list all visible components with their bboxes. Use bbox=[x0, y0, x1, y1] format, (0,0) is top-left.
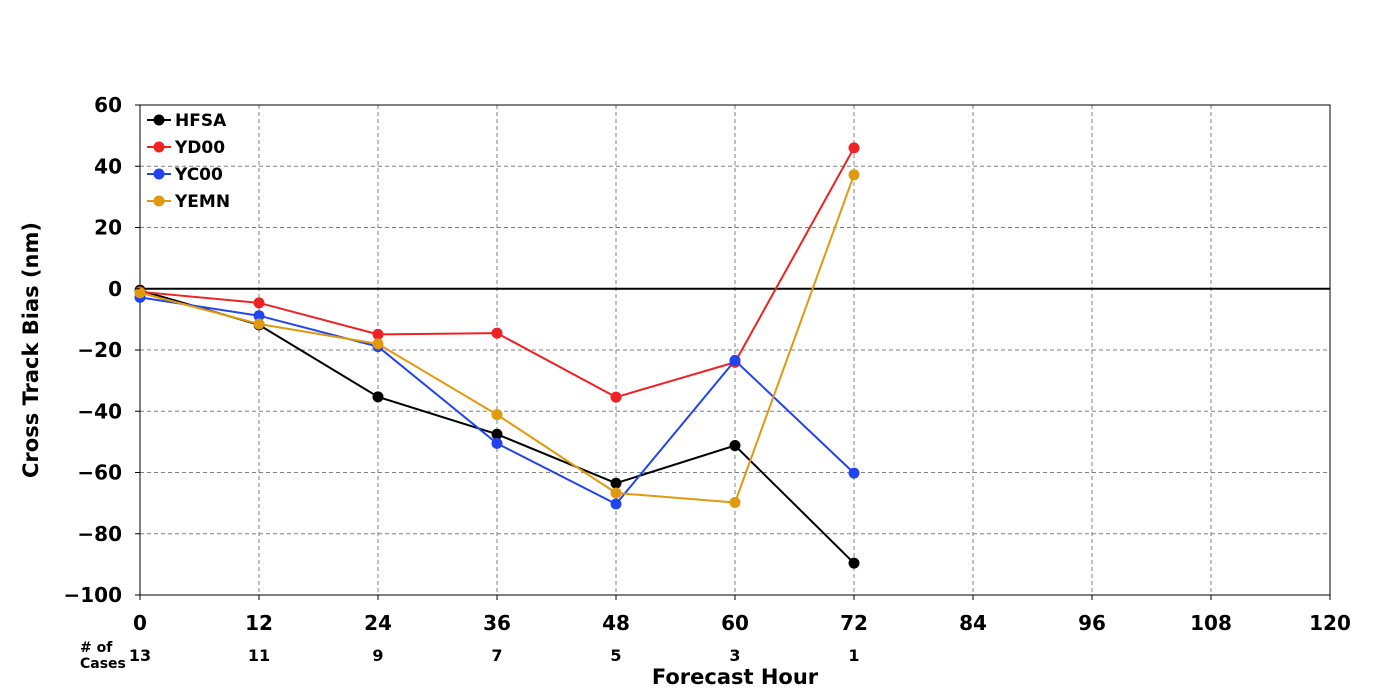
series-yemn bbox=[134, 169, 860, 509]
data-point bbox=[372, 338, 384, 350]
x-tick-label: 96 bbox=[1078, 611, 1106, 635]
data-point bbox=[610, 477, 622, 489]
data-point bbox=[610, 498, 622, 510]
data-point bbox=[134, 287, 146, 299]
case-count: 9 bbox=[372, 646, 383, 665]
data-point bbox=[372, 391, 384, 403]
data-point bbox=[729, 354, 741, 366]
y-tick-label: 60 bbox=[94, 93, 122, 117]
case-count: 7 bbox=[491, 646, 502, 665]
y-tick-label: −80 bbox=[77, 522, 122, 546]
data-point bbox=[253, 310, 265, 322]
data-point bbox=[729, 440, 741, 452]
case-count: 5 bbox=[610, 646, 621, 665]
y-tick-label: −60 bbox=[77, 461, 122, 485]
x-tick-label: 36 bbox=[483, 611, 511, 635]
data-point bbox=[491, 428, 503, 440]
x-tick-label: 24 bbox=[364, 611, 392, 635]
case-count: 11 bbox=[248, 646, 270, 665]
cases-label-line2: Cases bbox=[80, 656, 126, 672]
data-point bbox=[848, 467, 860, 479]
data-point bbox=[491, 327, 503, 339]
cases-row: # of Cases 13 11 9 7 5 3 1 bbox=[80, 640, 860, 672]
data-point bbox=[848, 142, 860, 154]
data-point bbox=[372, 328, 384, 340]
legend-marker bbox=[153, 168, 165, 180]
data-point bbox=[848, 557, 860, 569]
series-yd00 bbox=[134, 142, 860, 403]
x-tick-label: 0 bbox=[133, 611, 147, 635]
x-tick-labels: 0 12 24 36 48 60 72 84 96 108 120 bbox=[133, 595, 1351, 635]
data-point bbox=[610, 391, 622, 403]
x-tick-label: 84 bbox=[959, 611, 987, 635]
x-tick-label: 12 bbox=[245, 611, 273, 635]
x-tick-label: 108 bbox=[1190, 611, 1232, 635]
y-tick-label: 20 bbox=[94, 216, 122, 240]
legend-label: YC00 bbox=[174, 165, 223, 185]
case-count: 3 bbox=[729, 646, 740, 665]
legend-item: YC00 bbox=[147, 165, 223, 185]
case-count: 13 bbox=[129, 646, 151, 665]
y-tick-label: −100 bbox=[63, 583, 122, 607]
series-layer bbox=[134, 142, 860, 569]
data-point bbox=[253, 297, 265, 309]
x-tick-label: 48 bbox=[602, 611, 630, 635]
legend: HFSA YD00 YC00 YEMN bbox=[147, 111, 230, 212]
legend-marker bbox=[153, 141, 165, 153]
legend-label: YD00 bbox=[174, 138, 225, 158]
data-point bbox=[253, 318, 265, 330]
cases-label-line1: # of bbox=[80, 640, 113, 656]
data-point bbox=[491, 409, 503, 421]
y-tick-label: −20 bbox=[77, 338, 122, 362]
legend-marker bbox=[153, 114, 165, 126]
grid-lines bbox=[140, 105, 1330, 595]
x-tick-label: 72 bbox=[840, 611, 868, 635]
legend-item: YD00 bbox=[147, 138, 225, 158]
y-tick-labels: 60 40 20 0 −20 −40 −60 −80 −100 bbox=[63, 93, 140, 607]
legend-marker bbox=[153, 195, 165, 207]
legend-label: HFSA bbox=[175, 111, 227, 131]
y-tick-label: 40 bbox=[94, 154, 122, 178]
y-axis-title: Cross Track Bias (nm) bbox=[19, 222, 43, 478]
data-point bbox=[610, 487, 622, 499]
legend-item: HFSA bbox=[147, 111, 227, 131]
data-point bbox=[848, 169, 860, 181]
data-point bbox=[491, 437, 503, 449]
x-tick-label: 120 bbox=[1309, 611, 1351, 635]
data-point bbox=[729, 497, 741, 509]
y-tick-label: 0 bbox=[108, 277, 122, 301]
y-tick-label: −40 bbox=[77, 399, 122, 423]
x-axis-title: Forecast Hour bbox=[652, 665, 819, 689]
legend-label: YEMN bbox=[174, 192, 230, 212]
x-tick-label: 60 bbox=[721, 611, 749, 635]
case-count: 1 bbox=[848, 646, 859, 665]
legend-item: YEMN bbox=[147, 192, 230, 212]
